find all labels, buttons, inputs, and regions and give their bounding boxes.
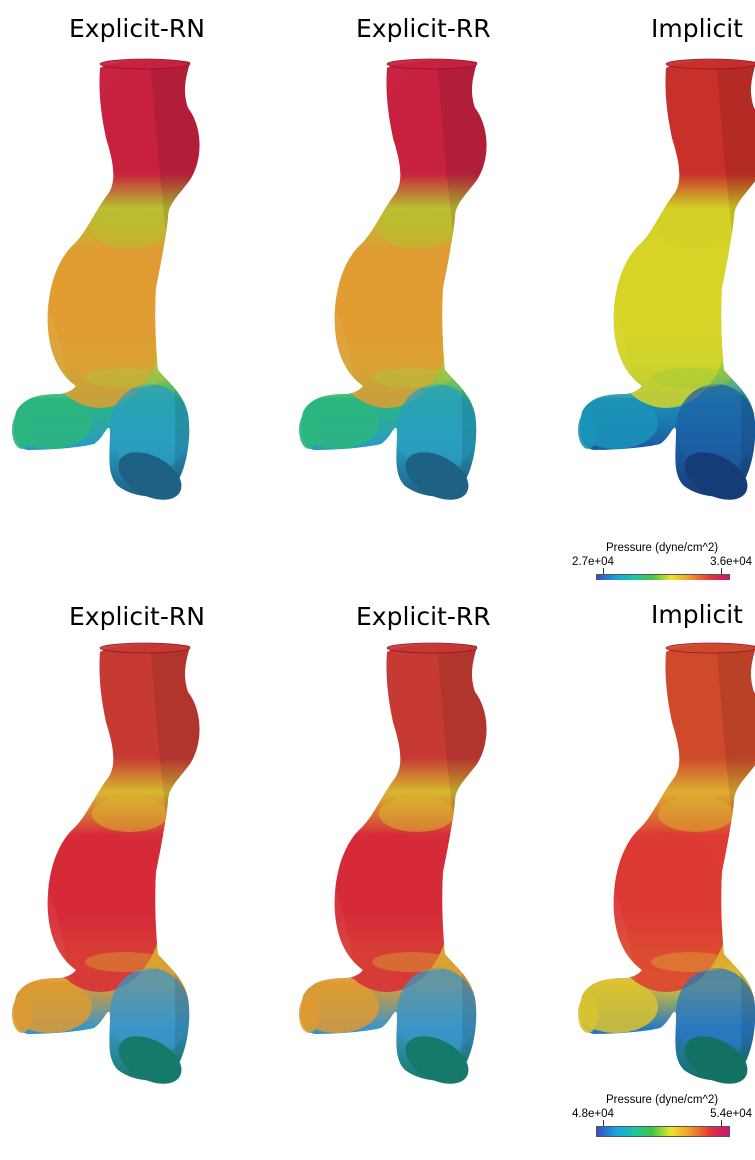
- aorta-model-1-0: [12, 642, 200, 1084]
- aorta-models-bottom: [12, 642, 755, 1084]
- pressure-colorbar-bottom: Pressure (dyne/cm^2) 4.8e+04 5.4e+04: [572, 1094, 752, 1154]
- colorbar-max-tick: [721, 1120, 722, 1128]
- colorbar-max-tick: [721, 568, 722, 576]
- aorta-model-0-2: [578, 58, 755, 500]
- panel-top: Explicit-RN Explicit-RR Implicit Pressur…: [12, 14, 755, 580]
- colorbar-gradient: [596, 1126, 730, 1137]
- panel-bottom: Explicit-RN Explicit-RR Implicit Pressur…: [0, 580, 755, 1160]
- title-explicit-rr: Explicit-RR: [356, 14, 491, 43]
- colorbar-title: Pressure (dyne/cm^2): [605, 542, 719, 554]
- colorbar-min-tick: [603, 1120, 604, 1128]
- title-explicit-rn: Explicit-RN: [69, 602, 205, 631]
- aorta-model-0-1: [299, 58, 487, 500]
- colorbar-max-label: 5.4e+04: [710, 1108, 752, 1120]
- title-explicit-rr: Explicit-RR: [356, 602, 491, 631]
- colorbar-min-label: 4.8e+04: [572, 1108, 614, 1120]
- title-implicit: Implicit: [651, 14, 743, 43]
- colorbar-title: Pressure (dyne/cm^2): [605, 1094, 719, 1106]
- pressure-colorbar-top: Pressure (dyne/cm^2) 2.7e+04 3.6e+04: [572, 542, 752, 580]
- title-implicit: Implicit: [651, 600, 743, 629]
- aorta-models-top: [12, 58, 755, 500]
- colorbar-max-label: 3.6e+04: [710, 556, 752, 568]
- colorbar-min-label: 2.7e+04: [572, 556, 614, 568]
- aorta-model-1-2: [578, 642, 755, 1084]
- aorta-model-1-1: [299, 642, 487, 1084]
- colorbar-gradient: [596, 574, 730, 580]
- colorbar-min-tick: [603, 568, 604, 576]
- title-explicit-rn: Explicit-RN: [69, 14, 205, 43]
- aorta-model-0-0: [12, 58, 200, 500]
